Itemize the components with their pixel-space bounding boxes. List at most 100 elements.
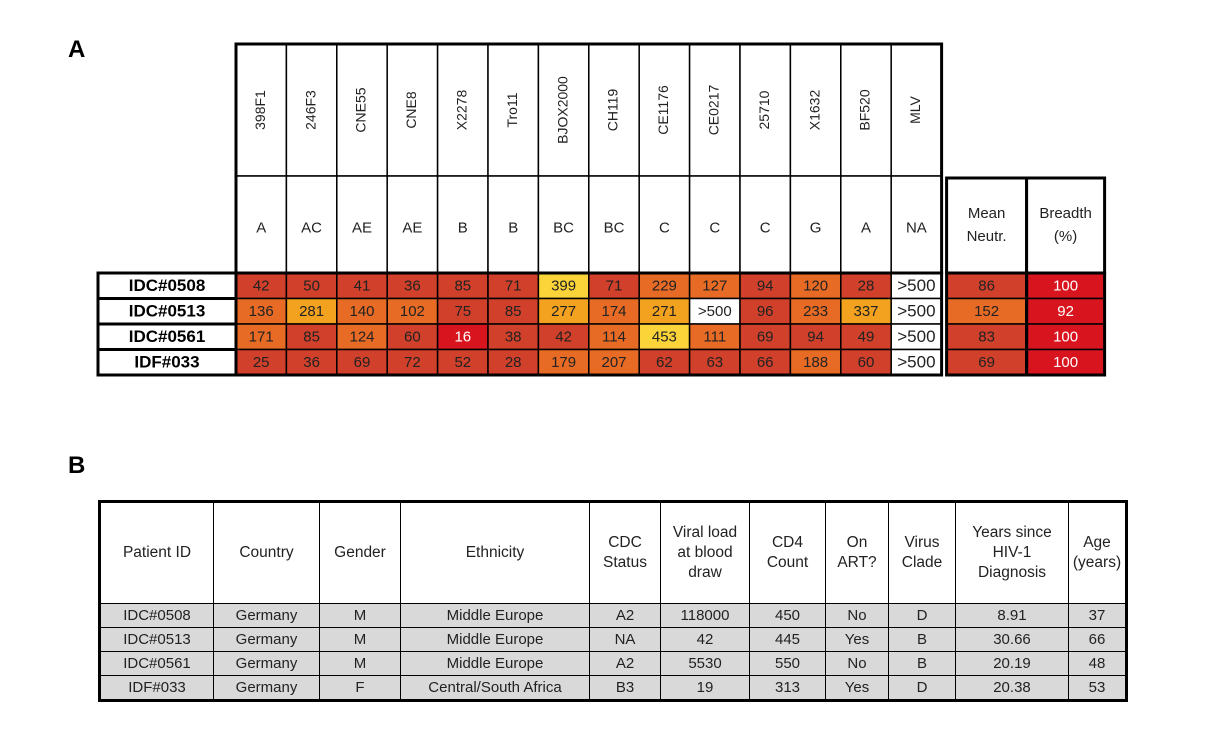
heatmap-value: 85	[505, 303, 522, 320]
heatmap-value: 120	[803, 278, 828, 295]
table-cell: 30.66	[955, 627, 1069, 652]
virus-header-cell	[436, 43, 489, 177]
heatmap-value: 41	[354, 278, 371, 295]
heatmap-value: 71	[505, 278, 522, 295]
breadth-value: 92	[1057, 303, 1074, 320]
heatmap-value: 188	[803, 354, 828, 371]
table-row: IDC#0513 Germany M Middle Europe NA 42 445 Yes B…	[99, 627, 1127, 652]
clade-label: B	[458, 219, 468, 236]
heatmap-value: 102	[400, 303, 425, 320]
clade-label: BC	[604, 219, 625, 236]
virus-name-label: CNE8	[403, 91, 419, 129]
table-cell: D	[888, 675, 956, 701]
mean-header-cell	[945, 176, 1029, 275]
table-header-row: Patient ID Country Gender Ethnicity CDC Statu…	[99, 501, 1127, 604]
heatmap-value: >500	[897, 276, 935, 295]
heatmap-cell	[840, 348, 892, 376]
breadth-header-label: Breadth	[1039, 205, 1092, 222]
clade-label: A	[861, 219, 871, 236]
heatmap-value: 281	[299, 303, 324, 320]
column-header: Years since HIV-1 Diagnosis	[955, 501, 1069, 604]
row-label: IDC#0508	[129, 276, 206, 295]
table-cell: Germany	[213, 651, 320, 676]
clade-label: B	[508, 219, 518, 236]
heatmap-value: 111	[703, 329, 726, 346]
table-cell: 48	[1068, 651, 1127, 676]
virus-header-cell	[588, 43, 640, 177]
column-header: Virus Clade	[888, 501, 956, 604]
virus-name-label: 246F3	[302, 90, 318, 130]
heatmap-value: 114	[602, 329, 626, 346]
table-cell: Germany	[213, 675, 320, 701]
clade-label: C	[760, 219, 771, 236]
heatmap-value: 69	[757, 329, 774, 346]
heatmap-value: 71	[606, 278, 623, 295]
virus-name-label: CNE55	[353, 87, 369, 132]
table-row: IDF#033 Germany F Central/South Africa B3 19 3…	[99, 675, 1127, 701]
heatmap-value: 60	[404, 329, 421, 346]
clade-header-cell	[487, 175, 540, 274]
heatmap-value: 62	[656, 354, 673, 371]
heatmap-value: 36	[404, 278, 421, 295]
heatmap-value: 171	[249, 329, 274, 346]
row-label-cell	[96, 348, 238, 377]
table-cell: No	[825, 651, 889, 676]
table-cell: 450	[749, 603, 826, 628]
table-cell: 42	[660, 627, 750, 652]
table-cell: 8.91	[955, 603, 1069, 628]
heatmap-value: 136	[249, 303, 274, 320]
heatmap-value: 28	[505, 354, 522, 371]
table-cell: 5530	[660, 651, 750, 676]
heatmap-cell	[638, 323, 691, 351]
heatmap-value: 453	[652, 329, 677, 346]
breadth-value: 100	[1053, 329, 1078, 346]
column-header: Ethnicity	[400, 501, 590, 604]
virus-header-cell	[386, 43, 439, 177]
mean-value: 83	[978, 329, 995, 346]
heatmap-cell	[890, 272, 943, 300]
virus-name-label: BF520	[857, 89, 873, 130]
virus-name-label: CE1176	[655, 85, 671, 135]
heatmap-cell	[235, 323, 288, 351]
virus-name-label: CH119	[605, 89, 621, 132]
heatmap-value: 36	[303, 354, 320, 371]
row-label: IDC#0561	[129, 327, 206, 346]
table-cell: 20.19	[955, 651, 1069, 676]
clade-label: NA	[906, 219, 927, 236]
table-cell: 445	[749, 627, 826, 652]
column-header: CDC Status	[589, 501, 661, 604]
heatmap-cell	[638, 297, 691, 325]
table-cell: Yes	[825, 627, 889, 652]
heatmap-value: 337	[853, 303, 878, 320]
column-header: Age (years)	[1068, 501, 1127, 604]
breadth-values-frame	[1025, 271, 1107, 377]
table-cell: M	[319, 603, 401, 628]
table-cell: M	[319, 627, 401, 652]
heatmap-value: >500	[897, 353, 935, 372]
breadth-value: 100	[1053, 354, 1078, 371]
heatmap-value: 66	[757, 354, 774, 371]
heatmap-value: 50	[303, 278, 320, 295]
heatmap-value: 38	[505, 329, 522, 346]
heatmap-value: 179	[551, 354, 576, 371]
virus-values-frame	[234, 271, 944, 377]
mean-header-label: Neutr.	[967, 228, 1007, 245]
heatmap-value: 271	[652, 303, 677, 320]
column-header: Patient ID	[99, 501, 214, 604]
table-cell: B	[888, 651, 956, 676]
heatmap-value: 233	[803, 303, 828, 320]
neutralization-heatmap: 398F1A246F3ACCNE55AECNE8AEX2278BTro11BBJ…	[96, 42, 1107, 377]
panel-label-b: B	[68, 452, 86, 479]
table-cell: Middle Europe	[400, 627, 590, 652]
patient-info-table: Patient ID Country Gender Ethnicity CDC Statu…	[98, 500, 1128, 702]
mean-cell	[945, 272, 1028, 300]
heatmap-value: 85	[303, 329, 320, 346]
heatmap-cell	[688, 297, 741, 325]
mean-value: 86	[978, 278, 995, 295]
table-cell: IDF#033	[99, 675, 214, 701]
clade-label: BC	[553, 219, 574, 236]
virus-name-label: MLV	[907, 95, 923, 123]
mean-value: 69	[978, 354, 995, 371]
virus-name-label: CE0217	[706, 84, 722, 135]
breadth-value: 100	[1053, 278, 1078, 295]
